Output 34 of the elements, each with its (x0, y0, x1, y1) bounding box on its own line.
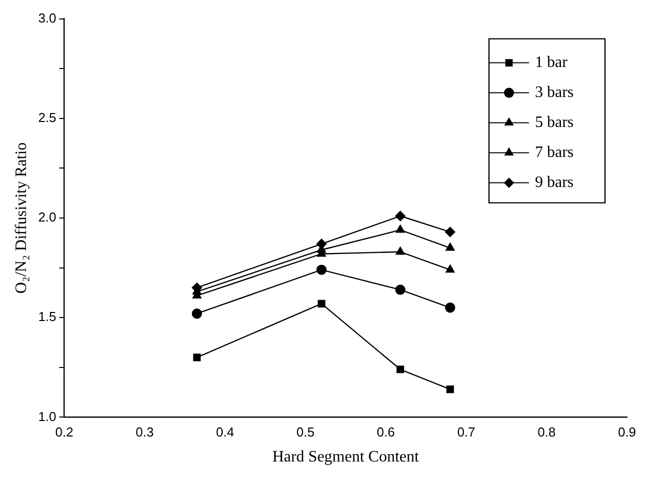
x-axis-title: Hard Segment Content (272, 448, 420, 466)
y-tick-label: 1.5 (38, 309, 56, 324)
y-tick-label: 3.0 (38, 10, 56, 26)
y-tick-label: 1.0 (38, 408, 56, 424)
y-axis-title: O₂/N₂ Diffusivity Ratio (12, 142, 30, 294)
legend-label: 9 bars (535, 174, 574, 192)
x-tick-label: 0.9 (618, 424, 636, 440)
x-tick-label: 0.5 (296, 424, 314, 440)
legend-label: 3 bars (535, 84, 574, 102)
y-tick-label: 2.5 (38, 110, 56, 125)
point (318, 300, 326, 308)
point (395, 210, 406, 222)
point (445, 226, 456, 238)
point (445, 302, 456, 313)
x-tick-label: 0.8 (538, 424, 556, 440)
legend-label: 5 bars (535, 114, 574, 132)
y-tick-label: 2.0 (38, 210, 56, 225)
point (316, 264, 327, 275)
point (396, 366, 404, 374)
point (396, 246, 405, 255)
point (396, 224, 405, 233)
point (395, 284, 406, 295)
x-tick-label: 0.7 (457, 424, 476, 440)
legend-label: 1 bar (535, 54, 568, 72)
point (446, 242, 455, 251)
point (446, 264, 455, 273)
x-tick-label: 0.2 (55, 424, 74, 440)
legend-label: 7 bars (535, 144, 574, 162)
x-tick-label: 0.3 (136, 424, 154, 440)
x-tick-label: 0.4 (216, 424, 234, 440)
x-tick-label: 0.6 (376, 424, 395, 440)
point (193, 354, 201, 362)
point (446, 386, 454, 394)
point (192, 308, 202, 319)
